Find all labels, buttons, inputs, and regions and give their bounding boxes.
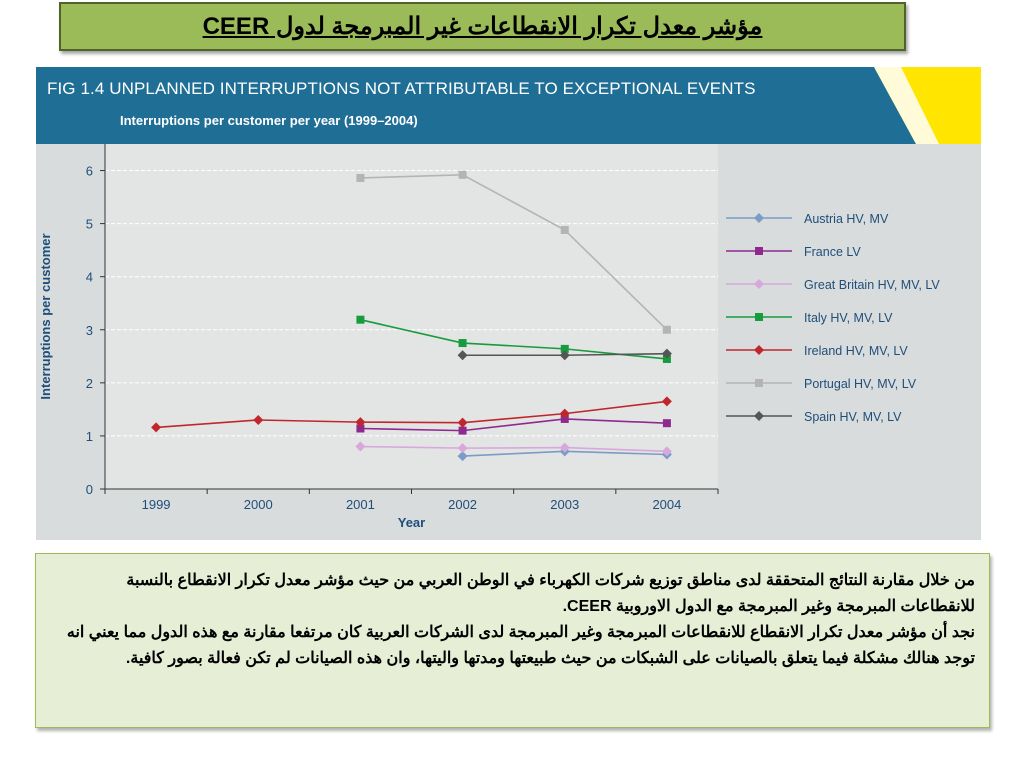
figure-subtitle: Interruptions per customer per year (199… xyxy=(120,113,418,128)
legend-label-austria-hv-mv: Austria HV, MV xyxy=(804,212,889,226)
series-line-ireland-hv-mv-lv xyxy=(156,400,668,429)
legend-marker-austria-hv-mv xyxy=(754,213,764,223)
commentary-box: من خلال مقارنة النتائج المتحققة لدى مناط… xyxy=(35,553,990,728)
data-point-ireland-hv-mv-lv xyxy=(661,396,672,407)
data-point-ireland-hv-mv-lv xyxy=(457,417,468,428)
header-decoration xyxy=(874,67,981,144)
data-point-portugal-hv-mv-lv xyxy=(356,173,365,182)
legend-marker-portugal-hv-mv-lv xyxy=(755,379,763,387)
legend-marker-ireland-hv-mv-lv xyxy=(754,345,764,355)
x-tick-label: 1999 xyxy=(142,497,171,512)
data-point-portugal-hv-mv-lv xyxy=(662,325,671,334)
line-chart: 0 1 2 3 4 5 6 1999 2000 2001 2002 2003 2004 Year Inter… xyxy=(38,144,940,530)
commentary-paragraph-1: من خلال مقارنة النتائج المتحققة لدى مناط… xyxy=(126,572,975,615)
legend-marker-spain-hv-mv-lv xyxy=(754,411,764,421)
data-point-spain-hv-mv-lv xyxy=(457,350,468,361)
data-point-italy-hv-mv-lv xyxy=(662,354,671,363)
data-point-great-britain-hv-mv-lv xyxy=(457,443,468,454)
slide-title: مؤشر معدل تكرار الانقطاعات غير المبرمجة … xyxy=(202,13,763,40)
data-point-france-lv xyxy=(356,424,365,433)
white-stripe xyxy=(874,67,939,144)
series-line-portugal-hv-mv-lv xyxy=(360,173,668,331)
data-point-austria-hv-mv xyxy=(457,451,468,462)
y-tick-label: 0 xyxy=(86,482,93,497)
y-tick-label: 1 xyxy=(86,429,93,444)
data-point-great-britain-hv-mv-lv xyxy=(355,441,366,452)
data-point-ireland-hv-mv-lv xyxy=(559,408,570,419)
data-point-ireland-hv-mv-lv xyxy=(355,417,366,428)
data-point-ireland-hv-mv-lv xyxy=(253,415,264,425)
x-tick-label: 2000 xyxy=(244,497,273,512)
data-point-great-britain-hv-mv-lv xyxy=(661,446,672,457)
x-tick-label: 2003 xyxy=(550,497,579,512)
legend-label-portugal-hv-mv-lv: Portugal HV, MV, LV xyxy=(804,377,917,391)
data-point-italy-hv-mv-lv xyxy=(356,315,365,324)
y-tick-label: 5 xyxy=(86,217,93,232)
y-tick-label: 4 xyxy=(86,270,93,285)
legend-label-great-britain-hv-mv-lv: Great Britain HV, MV, LV xyxy=(804,278,940,292)
x-tick-label: 2001 xyxy=(346,497,375,512)
legend-marker-france-lv xyxy=(755,247,763,255)
data-point-ireland-hv-mv-lv xyxy=(151,422,162,433)
data-point-spain-hv-mv-lv xyxy=(559,350,570,361)
data-point-italy-hv-mv-lv xyxy=(458,339,467,348)
y-axis-title: Interruptions per customer xyxy=(38,233,53,399)
series-line-great-britain-hv-mv-lv xyxy=(360,445,667,453)
legend-marker-great-britain-hv-mv-lv xyxy=(754,279,764,289)
x-tick-label: 2002 xyxy=(448,497,477,512)
data-point-spain-hv-mv-lv xyxy=(661,348,672,359)
legend-label-spain-hv-mv-lv: Spain HV, MV, LV xyxy=(804,410,902,424)
y-tick-label: 3 xyxy=(86,323,93,338)
commentary-paragraph-2: نجد أن مؤشر معدل تكرار الانقطاع للانقطاع… xyxy=(66,624,975,667)
x-axis-title: Year xyxy=(398,515,425,530)
figure-header: FIG 1.4 UNPLANNED INTERRUPTIONS NOT ATTR… xyxy=(36,67,981,144)
slide-title-box: مؤشر معدل تكرار الانقطاعات غير المبرمجة … xyxy=(59,2,906,51)
y-tick-label: 2 xyxy=(86,376,93,391)
figure-panel: FIG 1.4 UNPLANNED INTERRUPTIONS NOT ATTR… xyxy=(36,67,981,540)
figure-title: FIG 1.4 UNPLANNED INTERRUPTIONS NOT ATTR… xyxy=(47,79,756,98)
legend-label-france-lv: France LV xyxy=(804,245,861,259)
x-tick-label: 2004 xyxy=(652,497,681,512)
data-point-great-britain-hv-mv-lv xyxy=(559,442,570,453)
series-line-france-lv xyxy=(360,418,667,432)
data-point-portugal-hv-mv-lv xyxy=(560,225,569,234)
data-point-france-lv xyxy=(662,419,671,428)
data-point-france-lv xyxy=(560,414,569,423)
legend-label-ireland-hv-mv-lv: Ireland HV, MV, LV xyxy=(804,344,908,358)
data-point-portugal-hv-mv-lv xyxy=(458,170,467,179)
data-point-italy-hv-mv-lv xyxy=(560,344,569,353)
legend-marker-italy-hv-mv-lv xyxy=(755,313,763,321)
y-tick-label: 6 xyxy=(86,164,93,179)
data-point-france-lv xyxy=(458,426,467,435)
legend-label-italy-hv-mv-lv: Italy HV, MV, LV xyxy=(804,311,893,325)
plot-area xyxy=(105,144,718,489)
